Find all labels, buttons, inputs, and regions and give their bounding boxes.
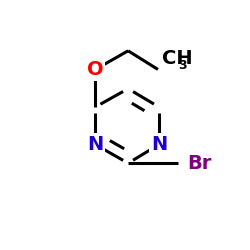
Text: 3: 3: [178, 59, 187, 72]
Text: O: O: [87, 60, 104, 79]
Text: CH: CH: [162, 48, 192, 68]
Text: N: N: [151, 135, 167, 154]
Text: N: N: [87, 135, 104, 154]
Text: Br: Br: [187, 154, 211, 173]
